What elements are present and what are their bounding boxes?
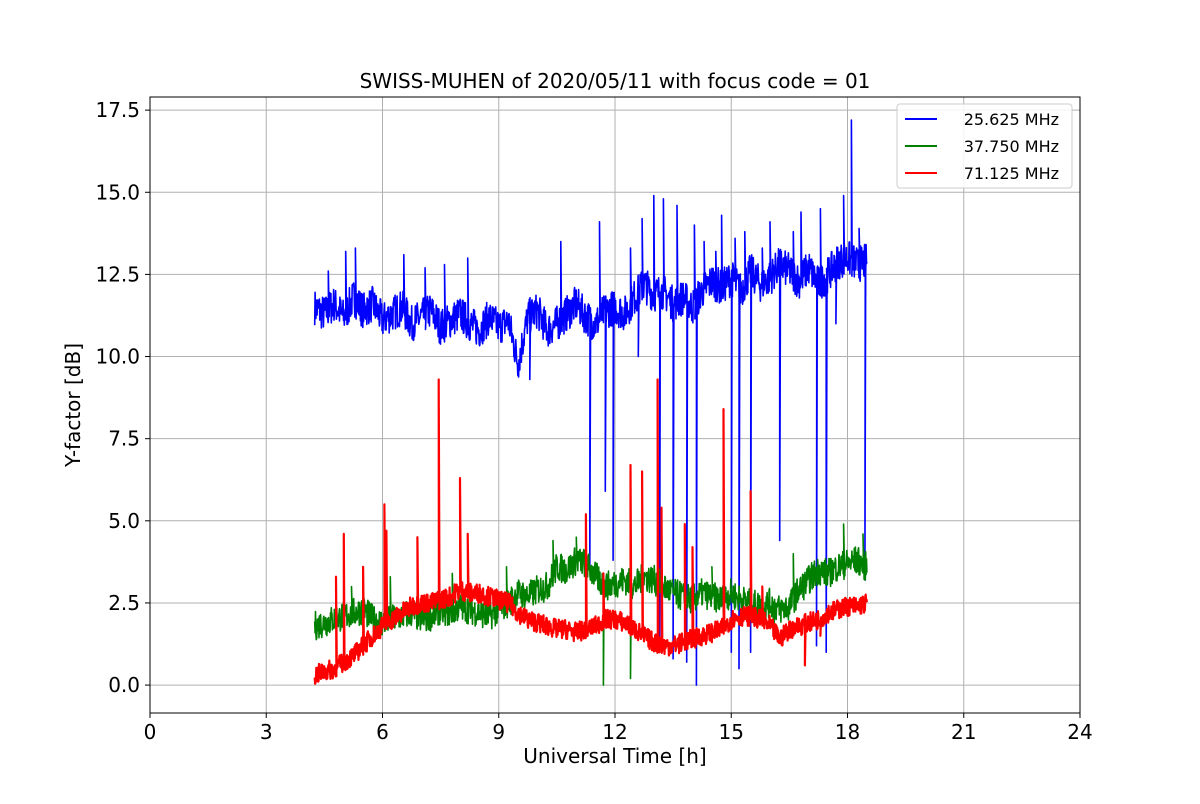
x-tick-label: 3 — [260, 720, 273, 744]
x-tick-label: 6 — [376, 720, 389, 744]
x-tick-label: 0 — [144, 720, 157, 744]
y-tick-label: 2.5 — [108, 591, 140, 615]
legend: 25.625 MHz 37.750 MHz 71.125 MHz — [896, 103, 1073, 189]
y-tick-label: 12.5 — [95, 262, 140, 286]
series-line-2 — [313, 523, 868, 686]
legend-label: 71.125 MHz — [964, 164, 1059, 183]
legend-box — [896, 103, 1073, 189]
x-tick-label: 9 — [492, 720, 505, 744]
x-tick-label: 12 — [602, 720, 627, 744]
x-tick-label: 21 — [951, 720, 976, 744]
chart-title: SWISS-MUHEN of 2020/05/11 with focus cod… — [360, 69, 871, 93]
plot-series — [313, 119, 868, 686]
y-tick-label: 0.0 — [108, 673, 140, 697]
y-tick-label: 15.0 — [95, 180, 140, 204]
y-tick-label: 7.5 — [108, 427, 140, 451]
y-axis-label: Y-factor [dB] — [61, 343, 85, 468]
series-line-1 — [313, 119, 868, 686]
legend-label: 37.750 MHz — [964, 137, 1059, 156]
y-tick-label: 17.5 — [95, 98, 140, 122]
x-tick-label: 24 — [1067, 720, 1092, 744]
legend-label: 25.625 MHz — [964, 110, 1059, 129]
y-tick-label: 5.0 — [108, 509, 140, 533]
axis-ticks: 0 3 6 9 12 15 18 21 24 0.0 2.5 5.0 7.5 10.0 12.5 15.0 17… — [95, 98, 1092, 744]
x-tick-label: 18 — [835, 720, 860, 744]
x-axis-label: Universal Time [h] — [523, 744, 706, 768]
x-tick-label: 15 — [719, 720, 744, 744]
y-tick-label: 10.0 — [95, 345, 140, 369]
series-line-3 — [313, 378, 868, 685]
